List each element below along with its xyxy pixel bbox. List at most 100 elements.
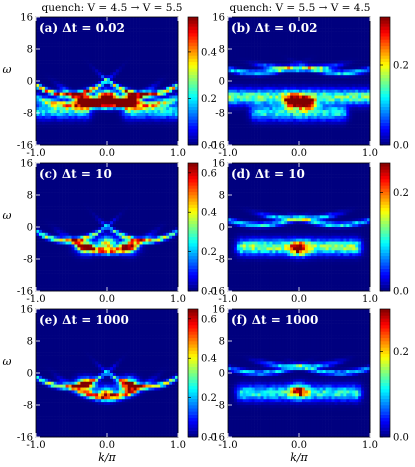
heatmap-cell: [325, 121, 329, 125]
heatmap-cell: [133, 86, 137, 91]
heatmap-cell: [169, 133, 173, 137]
colorbar-segment: [188, 20, 198, 24]
heatmap-cell: [56, 89, 60, 93]
heatmap-cell: [56, 259, 60, 263]
heatmap-cell: [89, 19, 93, 24]
heatmap-cell: [233, 34, 238, 38]
heatmap-cell: [62, 276, 66, 280]
heatmap-cell: [86, 49, 90, 53]
heatmap-cell: [74, 51, 78, 56]
heatmap-cell: [313, 95, 318, 99]
heatmap-cell: [83, 139, 87, 143]
heatmap-cell: [266, 25, 270, 29]
heatmap-cell: [325, 28, 329, 32]
heatmap-cell: [127, 92, 131, 96]
heatmap-cell: [44, 163, 49, 167]
heatmap-cell: [56, 168, 60, 173]
heatmap-cell: [301, 136, 306, 140]
heatmap-cell: [56, 69, 60, 73]
heatmap-cell: [230, 43, 235, 47]
heatmap-cell: [248, 110, 252, 114]
heatmap-cell: [236, 51, 241, 56]
heatmap-cell: [343, 86, 347, 91]
heatmap-cell: [44, 203, 49, 207]
heatmap-cell: [89, 78, 93, 82]
heatmap-cell: [272, 136, 276, 140]
heatmap-cell: [364, 54, 368, 59]
heatmap-cell: [275, 92, 279, 96]
heatmap-cell: [242, 34, 247, 38]
heatmap-cell: [151, 28, 155, 32]
heatmap-cell: [133, 57, 137, 61]
heatmap-cell: [44, 139, 49, 143]
heatmap-cell: [316, 78, 321, 82]
heatmap-cell: [266, 78, 270, 82]
heatmap-cell: [337, 72, 341, 76]
heatmap-cell: [166, 63, 170, 67]
heatmap-cell: [148, 133, 152, 137]
heatmap-cell: [44, 136, 49, 140]
heatmap-cell: [269, 92, 273, 96]
heatmap-cell: [340, 136, 344, 140]
heatmap-cell: [130, 57, 134, 61]
heatmap-cell: [41, 183, 46, 187]
heatmap-cell: [248, 118, 252, 123]
heatmap-cell: [313, 130, 318, 134]
heatmap-cell: [233, 127, 238, 131]
x-tick-label: 0.0: [291, 148, 307, 159]
heatmap-cell: [299, 83, 303, 88]
heatmap-cell: [80, 46, 84, 50]
heatmap-cell: [44, 28, 49, 32]
heatmap-cell: [287, 133, 291, 137]
heatmap-cell: [254, 139, 258, 143]
heatmap-cell: [118, 81, 123, 85]
heatmap-cell: [260, 118, 264, 123]
heatmap-cell: [107, 66, 111, 70]
heatmap-cell: [301, 37, 306, 41]
heatmap-cell: [304, 31, 309, 35]
heatmap-cell: [278, 78, 282, 82]
heatmap-cell: [109, 60, 114, 64]
heatmap-cell: [233, 110, 238, 114]
heatmap-cell: [169, 46, 173, 50]
heatmap-cell: [293, 25, 297, 29]
heatmap-cell: [36, 57, 40, 61]
heatmap-cell: [118, 86, 123, 91]
heatmap-cell: [228, 98, 232, 102]
heatmap-cell: [44, 22, 49, 27]
heatmap-cell: [95, 63, 99, 67]
heatmap-cell: [272, 72, 276, 76]
heatmap-cell: [62, 37, 66, 41]
heatmap-cell: [278, 104, 282, 108]
heatmap-cell: [254, 127, 258, 131]
heatmap-cell: [157, 57, 161, 61]
heatmap-cell: [47, 95, 52, 99]
heatmap-cell: [148, 113, 152, 117]
heatmap-cell: [77, 107, 81, 111]
heatmap-cell: [83, 54, 87, 59]
heatmap-cell: [154, 78, 158, 82]
heatmap-cell: [163, 107, 167, 111]
heatmap-cell: [367, 89, 371, 93]
heatmap-cell: [68, 209, 72, 213]
heatmap-cell: [92, 63, 96, 67]
heatmap-cell: [263, 72, 267, 76]
heatmap-cell: [260, 43, 264, 47]
heatmap-cell: [349, 19, 353, 24]
heatmap-cell: [95, 51, 99, 56]
heatmap-cell: [275, 34, 279, 38]
heatmap-cell: [50, 22, 55, 27]
colorbar-segment: [188, 45, 198, 50]
heatmap-cell: [245, 57, 250, 61]
heatmap-cell: [136, 54, 140, 59]
heatmap-cell: [236, 63, 241, 67]
heatmap-cell: [269, 34, 273, 38]
heatmap-cell: [319, 139, 323, 143]
heatmap-cell: [287, 22, 291, 27]
heatmap-cell: [41, 195, 46, 199]
heatmap-cell: [124, 49, 129, 53]
heatmap-cell: [304, 54, 309, 59]
heatmap-cell: [65, 40, 69, 44]
heatmap-cell: [121, 142, 126, 146]
heatmap-cell: [301, 89, 306, 93]
